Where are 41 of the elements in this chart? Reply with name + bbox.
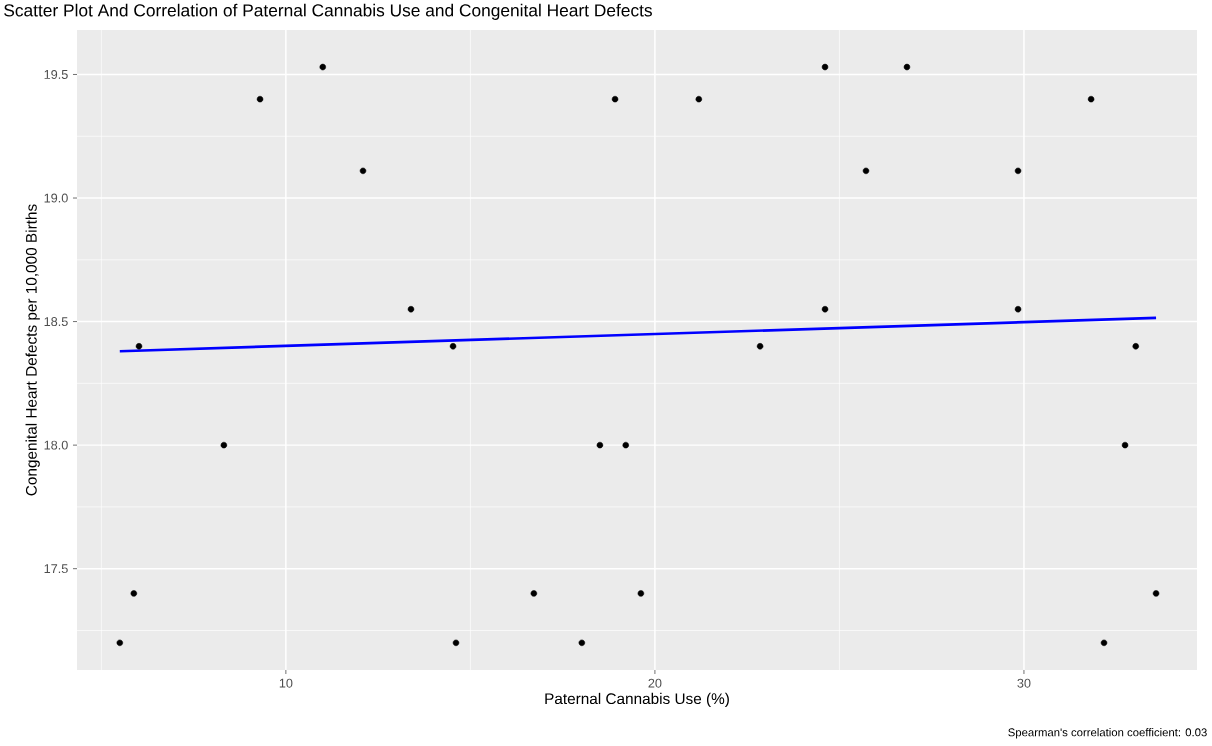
point [903,63,911,71]
point [319,63,326,71]
text: Spearman's correlation coefficient: 0.03 [1008,728,1207,739]
point [530,590,538,597]
chart-title: Scatter Plot And Correlation of Paternal Cannabis Use and Congenital Heart Defects [4,3,652,20]
point [452,639,460,647]
point [256,95,264,103]
y-axis-title: Congenital Heart Defects per 10,000 Births [25,204,40,496]
point [359,167,367,175]
point [130,590,138,597]
point [695,95,703,103]
point [449,343,457,350]
point [135,343,143,350]
point [1132,343,1139,350]
point [1152,590,1160,597]
y-tick-label: 18.0 [44,440,68,450]
point [611,95,619,103]
y-tick-label: 17.5 [44,564,68,574]
point [1100,639,1108,647]
point [862,167,870,175]
point [596,441,604,449]
y-tick-label: 19.5 [44,69,68,79]
x-axis-title: Paternal Cannabis Use (%) [545,692,729,708]
point [1014,306,1022,313]
x-tick-label: 30 [1017,678,1031,688]
point [578,639,586,647]
point [407,306,415,313]
point [1014,167,1022,175]
point [637,590,645,597]
point [821,63,829,71]
y-tick-label: 18.5 [44,317,68,327]
point [220,441,228,449]
x-tick-label: 20 [648,678,662,688]
point [622,441,629,449]
point [821,306,829,313]
point [756,343,764,350]
point [116,639,124,647]
point [1121,441,1129,449]
y-tick-label: 19.0 [44,193,68,203]
point [1087,95,1095,103]
x-tick-label: 10 [279,678,293,688]
